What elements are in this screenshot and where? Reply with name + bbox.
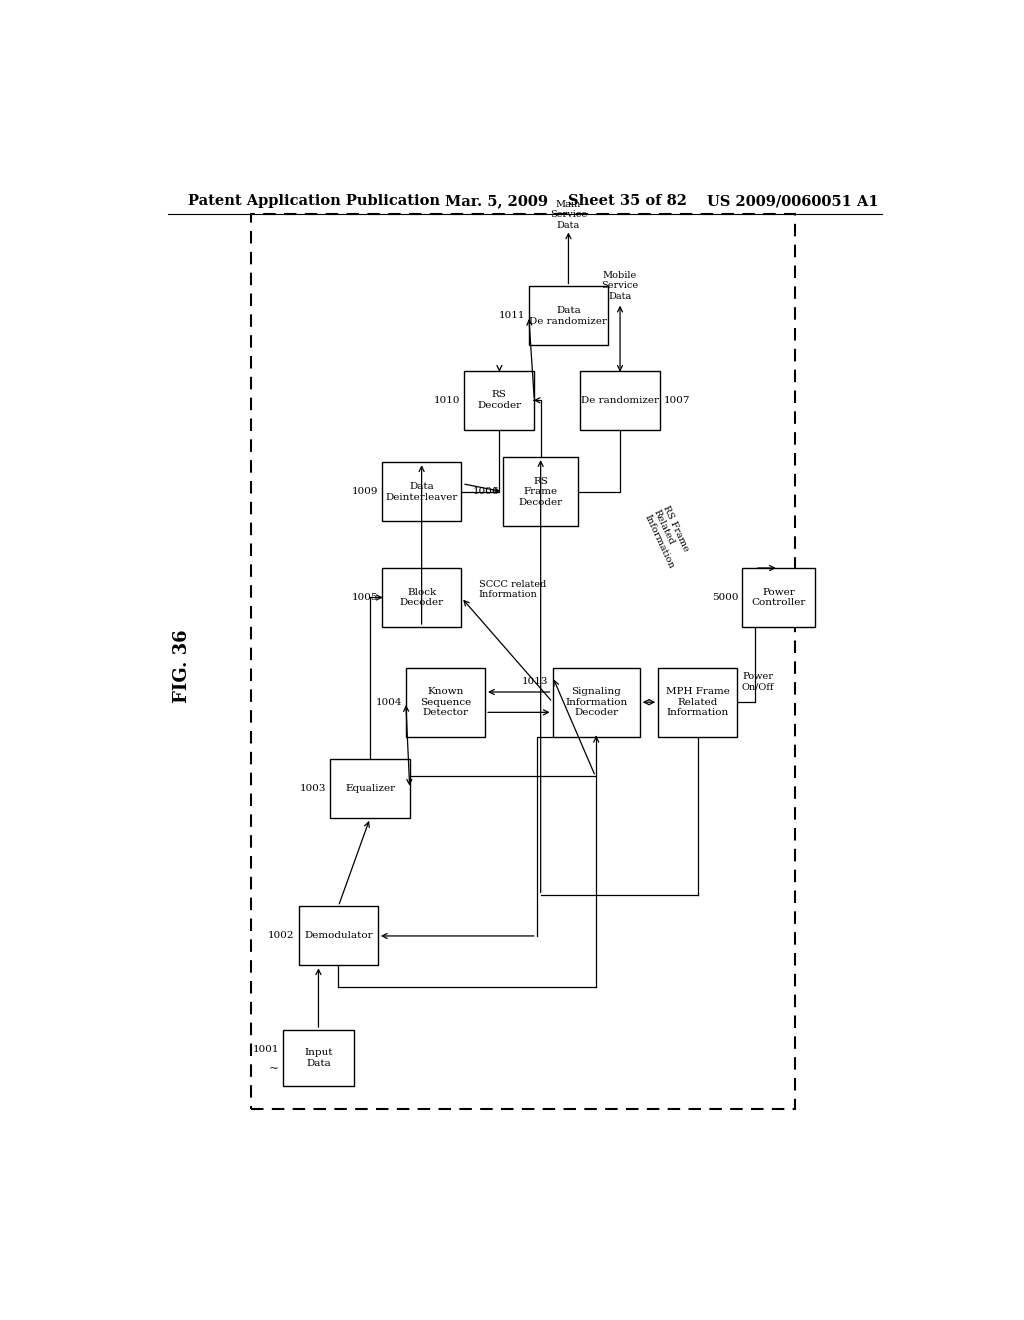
Text: FIG. 36: FIG. 36 [173,630,190,704]
Text: 1003: 1003 [300,784,327,793]
Bar [465,371,535,430]
Text: Block
Decoder: Block Decoder [399,587,443,607]
Text: Power
Controller: Power Controller [752,587,806,607]
Text: MPH Frame
Related
Information: MPH Frame Related Information [666,686,730,718]
Text: Signaling
Information
Decoder: Signaling Information Decoder [565,686,628,718]
Text: Mar. 5, 2009: Mar. 5, 2009 [445,194,549,209]
Text: 1011: 1011 [499,312,524,321]
Text: Power
On/Off: Power On/Off [741,672,774,692]
Bar [581,371,659,430]
Text: 1004: 1004 [375,698,401,706]
Bar [553,668,640,737]
Bar [742,568,815,627]
Text: RS
Frame
Decoder: RS Frame Decoder [518,477,563,507]
Bar [382,568,461,627]
Text: 1005: 1005 [351,593,378,602]
Text: Input
Data: Input Data [304,1048,333,1068]
Text: Main
Service
Data: Main Service Data [550,199,587,230]
Text: RS Frame
Related
Information: RS Frame Related Information [642,504,694,570]
Text: Data
Deinterleaver: Data Deinterleaver [385,482,458,502]
Text: Sheet 35 of 82: Sheet 35 of 82 [568,194,687,209]
Text: De randomizer: De randomizer [581,396,659,405]
Text: 1013: 1013 [522,677,549,686]
Text: 1009: 1009 [351,487,378,496]
Text: 1002: 1002 [268,932,295,940]
Text: Equalizer: Equalizer [345,784,395,793]
Text: Patent Application Publication: Patent Application Publication [187,194,439,209]
Text: Known
Sequence
Detector: Known Sequence Detector [420,686,471,718]
Text: 5000: 5000 [712,593,738,602]
Text: Mobile
Service
Data: Mobile Service Data [601,271,639,301]
Text: 1007: 1007 [664,396,690,405]
Text: Data
De randomizer: Data De randomizer [529,306,607,326]
Text: 1001: 1001 [252,1045,279,1055]
Bar [528,286,608,346]
Text: RS
Decoder: RS Decoder [477,391,521,411]
Text: 1006: 1006 [472,487,499,496]
Text: SCCC related
Information: SCCC related Information [479,579,546,599]
Text: Demodulator: Demodulator [304,932,373,940]
Text: US 2009/0060051 A1: US 2009/0060051 A1 [708,194,879,209]
Text: ~: ~ [269,1061,279,1074]
Bar [658,668,737,737]
Bar [299,907,378,965]
Bar [251,214,795,1109]
Bar [406,668,485,737]
Bar [283,1030,354,1086]
Bar [382,462,461,521]
Bar [331,759,410,818]
Text: 1010: 1010 [434,396,461,405]
Bar [503,457,579,527]
